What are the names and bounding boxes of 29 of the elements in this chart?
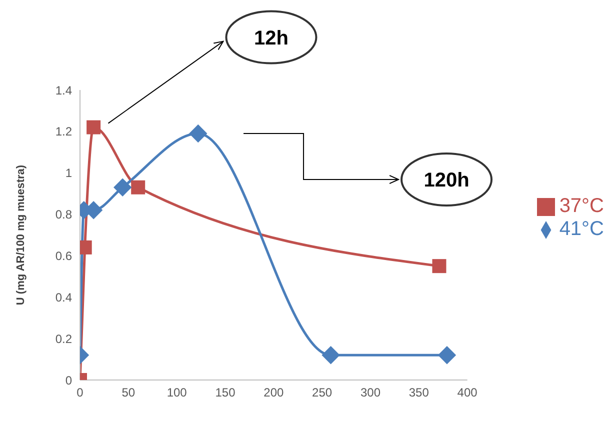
- legend-label: 41°C: [559, 218, 604, 240]
- point: [438, 346, 456, 364]
- text: 12h: [254, 27, 288, 50]
- annotation: 120h: [424, 170, 470, 192]
- x-tick-label: 300: [360, 386, 381, 400]
- x-tick-label: 250: [312, 386, 332, 400]
- y-tick-label: 0.6: [55, 248, 72, 263]
- point: [432, 259, 446, 274]
- point: [322, 346, 340, 364]
- x-tick-label: 200: [264, 386, 284, 400]
- y-tick-label: 0: [65, 373, 72, 388]
- point: [114, 178, 132, 196]
- y-tick-label: 1.4: [55, 83, 72, 98]
- x-tick-label: 100: [166, 386, 188, 400]
- x-tick-label: 50: [122, 386, 136, 400]
- point: [86, 120, 101, 134]
- x-tick-label: 400: [457, 386, 478, 400]
- point: [189, 124, 208, 143]
- y-tick-label: 0.2: [55, 332, 72, 346]
- legend-label: 37°C: [559, 195, 604, 217]
- x-tick-label: 0: [76, 386, 84, 400]
- x-tick-label: 350: [408, 386, 430, 400]
- y-tick-label: 0.8: [55, 208, 72, 222]
- point: [131, 180, 146, 194]
- y-tick-label: 0.4: [55, 290, 72, 304]
- y-tick-label: 1.2: [55, 124, 72, 139]
- y-tick-label: 1: [65, 166, 72, 180]
- x-tick-label: 150: [215, 386, 236, 400]
- y-axis-title: U (mg AR/100 mg muestra): [14, 164, 27, 306]
